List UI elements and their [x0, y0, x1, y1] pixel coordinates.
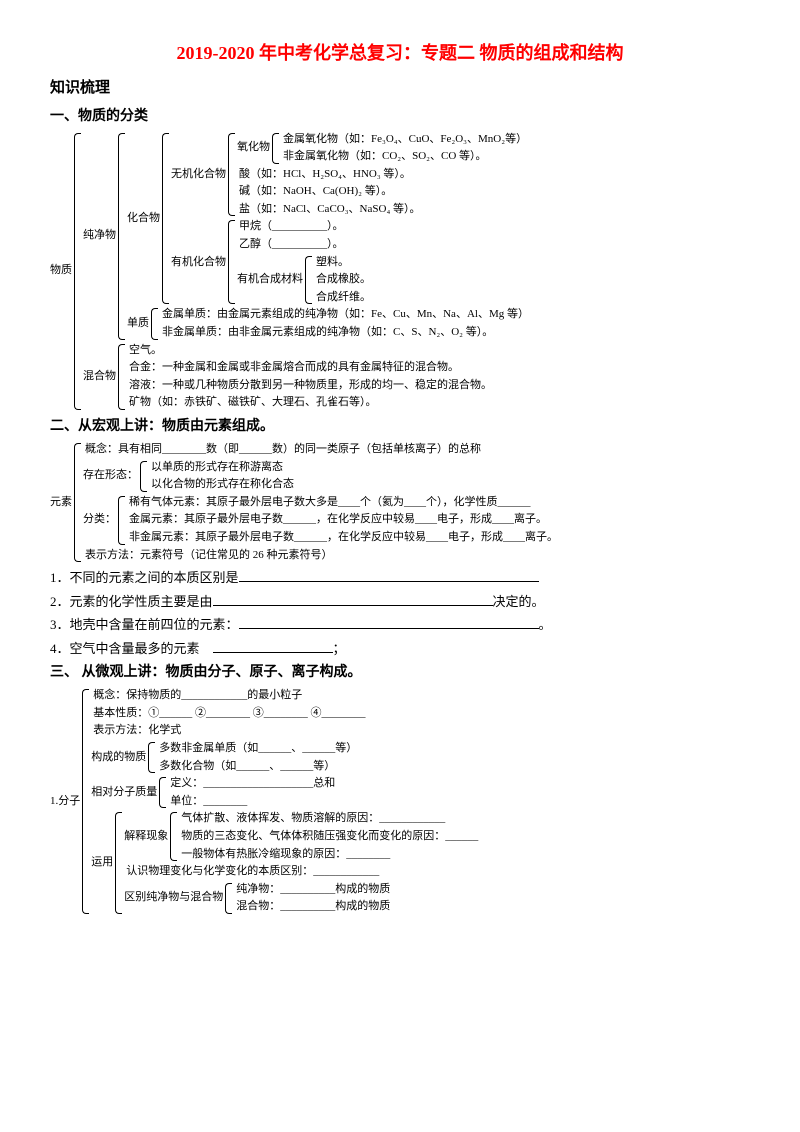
page-title: 2019-2020 年中考化学总复习：专题二 物质的组成和结构	[50, 40, 750, 67]
tree-classification: 物质 纯净物 化合物 无机化合物	[50, 131, 750, 413]
section-3-header: 三、 从微观上讲：物质由分子、原子、离子构成。	[50, 662, 750, 683]
mol-basic: 基本性质：①______ ②________ ③________ ④______…	[91, 705, 478, 723]
use-2: 认识物理变化与化学变化的本质区别：____________	[124, 863, 478, 881]
fiber: 合成纤维。	[314, 289, 371, 307]
mixture-label: 混合物	[83, 368, 118, 386]
question-3: 3．地壳中含量在前四位的元素：。	[50, 615, 750, 635]
classify-label: 分类：	[83, 511, 118, 529]
compound-label: 化合物	[127, 210, 162, 228]
air: 空气。	[127, 342, 492, 360]
element-root: 元素	[50, 494, 74, 512]
organic-label: 有机化合物	[171, 254, 228, 272]
mass-label: 相对分子质量	[91, 784, 159, 802]
use-label: 运用	[91, 854, 115, 872]
distinguish-pure: 纯净物：__________构成的物质	[234, 881, 390, 899]
ethanol: 乙醇（__________）。	[237, 236, 371, 254]
rare-gas: 稀有气体元素：其原子最外层电子数大多是____个（氦为____个），化学性质__…	[127, 494, 558, 512]
mass-def: 定义：____________________总和	[168, 775, 335, 793]
base: 碱（如：NaOH、Ca(OH)₂ 等）。	[237, 183, 527, 201]
composed-label: 构成的物质	[91, 749, 148, 767]
form-compound: 以化合物的形式存在称化合态	[149, 476, 294, 494]
alloy: 合金：一种金属和金属或非金属熔合而成的具有金属特征的混合物。	[127, 359, 492, 377]
metal-oxide: 金属氧化物（如：Fe₃O₄、CuO、Fe₂O₃、MnO₂等）	[281, 131, 527, 149]
salt: 盐（如：NaCl、CaCO₃、NaSO₄ 等）。	[237, 201, 527, 219]
mass-unit: 单位：________	[168, 793, 335, 811]
nonmetal-element: 非金属单质：由非金属元素组成的纯净物（如：C、S、N₂、O₂ 等）。	[160, 324, 529, 342]
inorganic-label: 无机化合物	[171, 166, 228, 184]
tree-molecule: 1.分子 概念：保持物质的____________的最小粒子 基本性质：①___…	[50, 687, 750, 916]
form-label: 存在形态：	[83, 467, 140, 485]
mol-concept: 概念：保持物质的____________的最小粒子	[91, 687, 478, 705]
knowledge-header: 知识梳理	[50, 77, 750, 100]
solution: 溶液：一种或几种物质分散到另一种物质里，形成的均一、稳定的混合物。	[127, 377, 492, 395]
mol-method: 表示方法：化学式	[91, 722, 478, 740]
question-2: 2．元素的化学性质主要是由决定的。	[50, 592, 750, 612]
element-method: 表示方法：元素符号（记住常见的 26 种元素符号）	[83, 547, 558, 565]
plastic: 塑料。	[314, 254, 371, 272]
composed-compound: 多数化合物（如______、______等）	[157, 758, 357, 776]
tree-root-matter: 物质	[50, 262, 74, 280]
rubber: 合成橡胶。	[314, 271, 371, 289]
tree-element: 元素 概念：具有相同________数（即______数）的同一类原子（包括单核…	[50, 441, 750, 564]
metal-element: 金属单质：由金属元素组成的纯净物（如：Fe、Cu、Mn、Na、Al、Mg 等）	[160, 306, 529, 324]
explain-label: 解释现象	[124, 828, 170, 846]
distinguish-label: 区别纯净物与混合物	[124, 889, 225, 907]
explain-2: 物质的三态变化、气体体积随压强变化而变化的原因：______	[179, 828, 478, 846]
mineral: 矿物（如：赤铁矿、磁铁矿、大理石、孔雀石等）。	[127, 394, 492, 412]
oxide-label: 氧化物	[237, 139, 272, 157]
molecule-root: 1.分子	[50, 793, 82, 811]
distinguish-mix: 混合物：__________构成的物质	[234, 898, 390, 916]
form-free: 以单质的形式存在称游离态	[149, 459, 294, 477]
nonmetal-class: 非金属元素：其原子最外层电子数______，在化学反应中较易____电子，形成_…	[127, 529, 558, 547]
nonmetal-oxide: 非金属氧化物（如：CO₂、SO₂、CO 等）。	[281, 148, 527, 166]
explain-1: 气体扩散、液体挥发、物质溶解的原因：____________	[179, 810, 478, 828]
element-concept: 概念：具有相同________数（即______数）的同一类原子（包括单核离子）…	[83, 441, 558, 459]
element-label: 单质	[127, 315, 151, 333]
metal-class: 金属元素：其原子最外层电子数______，在化学反应中较易____电子，形成__…	[127, 511, 558, 529]
section-2-header: 二、从宏观上讲：物质由元素组成。	[50, 416, 750, 437]
explain-3: 一般物体有热胀冷缩现象的原因：________	[179, 846, 478, 864]
section-1-header: 一、物质的分类	[50, 106, 750, 127]
question-4: 4．空气中含量最多的元素 ；	[50, 639, 750, 659]
acid: 酸（如：HCl、H₂SO₄、HNO₃ 等）。	[237, 166, 527, 184]
methane: 甲烷（__________）。	[237, 218, 371, 236]
composed-nonmetal: 多数非金属单质（如______、______等）	[157, 740, 357, 758]
synth-label: 有机合成材料	[237, 271, 305, 289]
question-1: 1．不同的元素之间的本质区别是	[50, 568, 750, 588]
pure-label: 纯净物	[83, 227, 118, 245]
